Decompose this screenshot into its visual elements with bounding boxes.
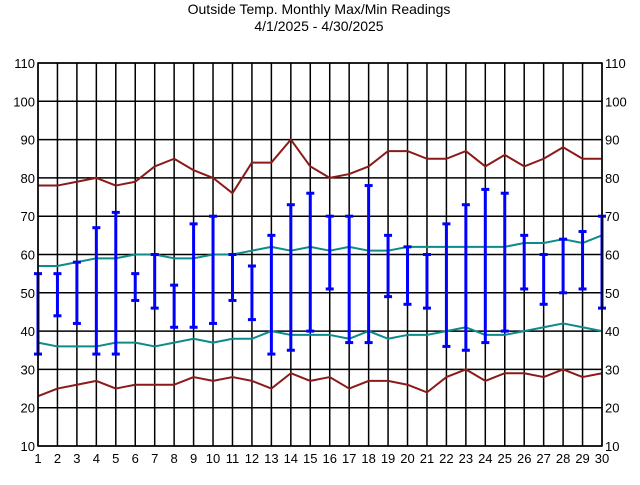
y-tick-label-left: 90 xyxy=(21,133,35,148)
chart-subtitle: 4/1/2025 - 4/30/2025 xyxy=(254,18,383,34)
range-bar xyxy=(578,230,587,291)
range-bar xyxy=(306,191,315,333)
range-bar xyxy=(422,253,431,310)
y-tick-label-left: 100 xyxy=(13,94,35,109)
range-bar xyxy=(150,253,159,310)
x-tick-label: 24 xyxy=(478,451,492,466)
range-bar xyxy=(267,233,276,356)
x-tick-label: 22 xyxy=(439,451,453,466)
y-tick-label-right: 110 xyxy=(605,56,626,71)
x-tick-label: 2 xyxy=(54,451,61,466)
y-tick-label-right: 40 xyxy=(605,324,619,339)
chart-title: Outside Temp. Monthly Max/Min Readings xyxy=(188,1,451,17)
grid xyxy=(37,62,603,447)
range-bar xyxy=(559,237,568,295)
x-tick-label: 6 xyxy=(132,451,139,466)
x-tick-label: 11 xyxy=(226,451,240,466)
y-tick-label-left: 40 xyxy=(21,324,35,339)
x-tick-label: 27 xyxy=(536,451,550,466)
range-bar xyxy=(170,283,179,329)
x-tick-label: 16 xyxy=(322,451,336,466)
x-tick-label: 5 xyxy=(112,451,119,466)
x-tick-label: 4 xyxy=(93,451,100,466)
range-bar xyxy=(539,253,548,306)
range-bar xyxy=(403,245,412,306)
y-tick-label-left: 80 xyxy=(21,171,35,186)
y-tick-label-left: 50 xyxy=(21,286,35,301)
range-bar xyxy=(209,214,218,325)
range-bar xyxy=(53,272,62,318)
y-tick-label-left: 30 xyxy=(21,362,35,377)
x-tick-label: 1 xyxy=(34,451,41,466)
range-bar xyxy=(72,260,81,325)
x-tick-label: 10 xyxy=(206,451,220,466)
range-bar xyxy=(189,222,198,329)
range-bar xyxy=(228,253,237,302)
y-tick-label-right: 20 xyxy=(605,401,619,416)
x-tick-label: 12 xyxy=(245,451,259,466)
x-tick-label: 23 xyxy=(459,451,473,466)
y-tick-label-right: 50 xyxy=(605,286,619,301)
x-tick-label: 19 xyxy=(381,451,395,466)
x-tick-label: 29 xyxy=(575,451,589,466)
range-bars xyxy=(34,184,606,356)
y-tick-label-left: 10 xyxy=(21,439,35,454)
series-line xyxy=(37,322,603,348)
range-bar xyxy=(520,233,529,291)
range-bar xyxy=(131,272,140,302)
x-tick-label: 28 xyxy=(556,451,570,466)
range-bar xyxy=(481,187,490,345)
x-tick-label: 25 xyxy=(498,451,512,466)
y-tick-label-right: 60 xyxy=(605,248,619,263)
y-tick-label-right: 80 xyxy=(605,171,619,186)
range-bar xyxy=(92,226,101,356)
x-tick-label: 8 xyxy=(171,451,178,466)
y-tick-label-left: 20 xyxy=(21,401,35,416)
range-bar xyxy=(500,191,509,333)
range-bar xyxy=(461,203,470,352)
plot-frame xyxy=(37,62,603,447)
y-tick-label-right: 10 xyxy=(605,439,619,454)
x-tick-label: 7 xyxy=(151,451,158,466)
y-tick-label-right: 70 xyxy=(605,209,619,224)
range-bar xyxy=(384,233,393,299)
range-bar xyxy=(286,203,295,352)
x-tick-label: 18 xyxy=(361,451,375,466)
x-tick-label: 26 xyxy=(517,451,531,466)
axes: 10 10 20 20 30 30 40 40 50 50 60 60 70 70 80 80 90 90 100 1… xyxy=(13,56,626,466)
y-tick-label-right: 100 xyxy=(605,94,627,109)
range-bar xyxy=(111,210,120,356)
x-tick-label: 14 xyxy=(284,451,298,466)
x-tick-label: 20 xyxy=(400,451,414,466)
x-tick-label: 15 xyxy=(303,451,317,466)
x-tick-label: 13 xyxy=(264,451,278,466)
x-tick-label: 9 xyxy=(190,451,197,466)
range-bar xyxy=(345,214,354,345)
y-tick-label-left: 60 xyxy=(21,248,35,263)
series-line xyxy=(37,368,603,398)
range-bar xyxy=(325,214,334,291)
x-tick-label: 21 xyxy=(420,451,434,466)
y-tick-label-right: 30 xyxy=(605,362,619,377)
y-tick-label-left: 110 xyxy=(14,56,35,71)
x-tick-label: 30 xyxy=(595,451,609,466)
range-bar xyxy=(247,264,256,322)
y-tick-label-left: 70 xyxy=(21,209,35,224)
range-bar xyxy=(442,222,451,348)
x-tick-label: 17 xyxy=(342,451,356,466)
y-tick-label-right: 90 xyxy=(605,133,619,148)
series-line xyxy=(38,234,603,267)
x-tick-label: 3 xyxy=(73,451,80,466)
series-layer xyxy=(37,138,603,398)
series-line xyxy=(38,138,602,195)
range-bar xyxy=(364,184,373,345)
